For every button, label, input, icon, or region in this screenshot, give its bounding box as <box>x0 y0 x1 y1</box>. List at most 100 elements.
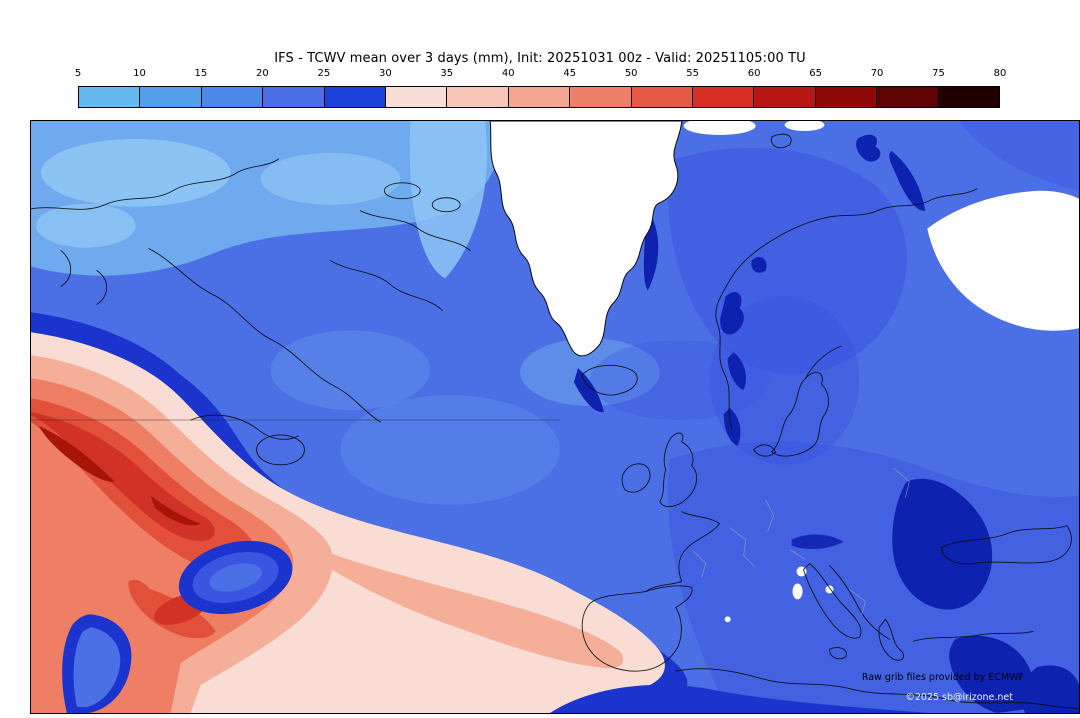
coast-italy <box>803 563 862 639</box>
colorbar-segment <box>201 87 264 107</box>
coast-iceland <box>581 364 638 396</box>
border-6 <box>893 467 910 498</box>
coast-black-sea <box>940 525 1072 565</box>
colorbar-segment <box>570 87 632 107</box>
border-3 <box>765 499 774 532</box>
country-borders <box>693 467 910 616</box>
colorbar-tick: 25 <box>317 68 331 79</box>
warm-region <box>31 312 930 713</box>
norway-mtn-2 <box>727 352 747 391</box>
arctic-white-2 <box>784 121 825 131</box>
anatolia-dry-patch <box>949 635 1034 713</box>
eddy-mid-blue <box>209 563 262 592</box>
colorbar-segment <box>386 87 448 107</box>
coast-svalbard <box>770 133 792 149</box>
bottom-navy-band <box>550 684 930 713</box>
coast-kola <box>821 188 978 220</box>
northeast-blank-wedge <box>927 190 1079 331</box>
warm-salmon-tongue <box>325 551 624 669</box>
map-canvas: Raw grib files provided by ECMWF ©2025 s… <box>30 120 1080 714</box>
pale-patch-3 <box>35 203 136 248</box>
border-2 <box>729 527 756 568</box>
irminger-light-patch <box>520 338 660 407</box>
coast-ireland <box>621 463 651 493</box>
colorbar-tick: 75 <box>932 68 945 79</box>
dark-navy-patches <box>573 134 1079 713</box>
coast-newfoundland <box>256 434 305 466</box>
coast-hudson-2 <box>96 270 108 305</box>
novaya-mark-1 <box>856 134 881 162</box>
coast-greece <box>878 618 905 661</box>
colorbar-segment <box>508 87 571 107</box>
coast-iberia <box>581 585 693 672</box>
colorbar-tick: 10 <box>133 68 146 79</box>
coast-sicily <box>829 647 847 660</box>
coast-baltic <box>771 372 829 457</box>
coast-denmark <box>753 444 777 457</box>
colorbar-tick: 50 <box>624 68 638 79</box>
balearic-white <box>724 616 731 623</box>
colorbar-segment <box>631 87 694 107</box>
colorbar-segment <box>877 87 939 107</box>
warm-dark-red-1 <box>38 425 115 482</box>
blank-white-regions <box>489 121 1079 623</box>
light-blue-regions <box>31 121 660 505</box>
south-greenland-streak <box>573 368 604 413</box>
colorbar-tick: 35 <box>440 68 454 79</box>
norway-mtn-1 <box>720 291 744 335</box>
labrador-sea-light-patch <box>270 330 431 411</box>
colorbar-tick: 55 <box>686 68 700 79</box>
pale-patch-2 <box>260 152 401 205</box>
colorbar-segment <box>693 87 755 107</box>
alps-streak <box>791 534 844 550</box>
colorbar-tick: 80 <box>993 68 1007 79</box>
coast-archipelago-1 <box>359 210 471 252</box>
colorbar-tick: 30 <box>378 68 392 79</box>
colorbar-tick: 20 <box>256 68 269 79</box>
pale-patch-1 <box>40 138 231 207</box>
norway-mtn-4 <box>751 256 767 273</box>
colorbar-tick: 40 <box>501 68 515 79</box>
ecmwf-credit: Raw grib files provided by ECMWF <box>861 672 1024 683</box>
coast-britain <box>659 432 698 508</box>
chart-title: IFS - TCWV mean over 3 days (mm), Init: … <box>274 51 806 66</box>
colorbar-tick: 45 <box>563 68 577 79</box>
colorbar-tick: 65 <box>809 68 822 79</box>
coast-archipelago-2 <box>329 260 443 311</box>
greenland-landmass <box>489 121 683 357</box>
arctic-white-1 <box>683 121 756 135</box>
italy-white-spot <box>825 585 834 594</box>
coast-island-2 <box>431 197 461 213</box>
colorbar-segment <box>324 87 387 107</box>
tcwv-field-map <box>31 121 1079 713</box>
colorbar-segment <box>140 87 202 107</box>
copyright-credit: ©2025 sb@irizone.net <box>905 692 1013 703</box>
coast-island-1 <box>383 182 421 200</box>
colorbar-tick: 70 <box>870 68 884 79</box>
balkans-dry-patch <box>892 478 993 610</box>
coast-hudson-1 <box>60 250 72 287</box>
colorbar-segment <box>938 87 1000 107</box>
novaya-mark-2 <box>889 150 926 211</box>
coast-canada-north <box>31 158 279 210</box>
scandinavia-deep <box>709 295 860 465</box>
bottom-blue-intrusion <box>73 627 121 708</box>
colorbar-segment <box>754 87 816 107</box>
colorbar-tick: 60 <box>747 68 761 79</box>
coast-bothnia <box>805 345 842 379</box>
norway-mtn-3 <box>723 408 741 446</box>
border-5 <box>849 589 866 616</box>
northeast-deep <box>959 121 1079 191</box>
colorbar-tick-row: 5 10 15 20 25 30 35 40 45 50 55 60 65 70 75 80 <box>74 68 1007 82</box>
coast-labrador <box>148 248 381 423</box>
colorbar-segment <box>815 87 878 107</box>
greenland-east-streak <box>643 216 659 291</box>
coastlines <box>31 133 1079 710</box>
border-4 <box>789 549 806 560</box>
baffin-bay-patch <box>409 121 488 279</box>
colorbar-segment <box>79 87 141 107</box>
border-1 <box>693 551 707 578</box>
warm-dark-red-2 <box>150 495 201 526</box>
coast-anatolia <box>912 630 1034 642</box>
colorbar-tick: 5 <box>74 68 82 79</box>
